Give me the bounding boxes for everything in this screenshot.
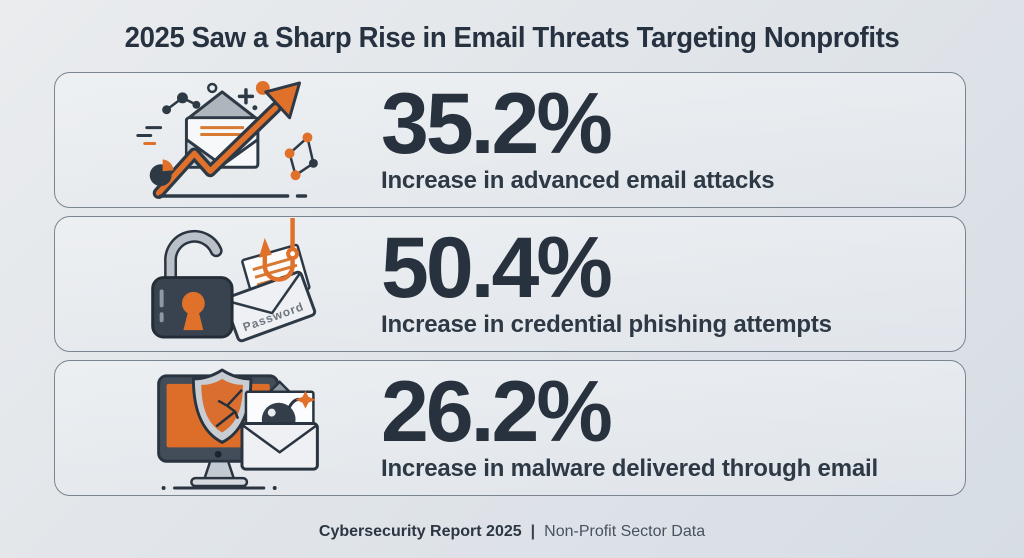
monitor-shield-bomb-email-icon [157, 368, 319, 490]
fishing-hook-glyph [258, 218, 300, 282]
monitor-shield-bomb-email-icon [125, 366, 355, 490]
padlock-phishing-hook-icon: Password [125, 218, 355, 346]
footer-report-name: Cybersecurity Report 2025 [318, 523, 522, 540]
bomb-envelope-glyph [240, 380, 319, 471]
padlock-phishing-hook-icon: Password [151, 218, 317, 343]
page-title: 2025 Saw a Sharp Rise in Email Threats T… [124, 22, 900, 54]
footer-sector-label: Non-Profit Sector Data [544, 523, 706, 540]
rising-arrow-glyph [152, 81, 302, 200]
stat-value: 50.4% [381, 219, 613, 316]
stat-card-credential-phishing: Password [54, 216, 966, 352]
stat-card-malware-email: 26.2% Increase in malware delivered thro… [54, 360, 966, 496]
email-surge-arrow-icon [136, 80, 318, 200]
open-padlock-glyph [151, 229, 234, 339]
stat-cards: 35.2% Increase in advanced email attacks… [54, 72, 966, 496]
stat-card-advanced-email-attacks: 35.2% Increase in advanced email attacks [54, 72, 966, 208]
stat-label: Increase in credential phishing attempts [381, 311, 832, 339]
stat-value: 26.2% [381, 363, 613, 460]
email-surge-arrow-icon [125, 78, 355, 202]
stat-value: 35.2% [381, 75, 613, 172]
stat-label: Increase in advanced email attacks [381, 167, 775, 195]
footer-source: Cybersecurity Report 2025 | Non-Profit Sec… [0, 523, 1024, 541]
footer-separator: | [530, 523, 536, 540]
cracked-shield-glyph [191, 368, 253, 444]
stat-label: Increase in malware delivered through em… [381, 455, 878, 483]
password-envelope-glyph: Password [223, 270, 317, 343]
